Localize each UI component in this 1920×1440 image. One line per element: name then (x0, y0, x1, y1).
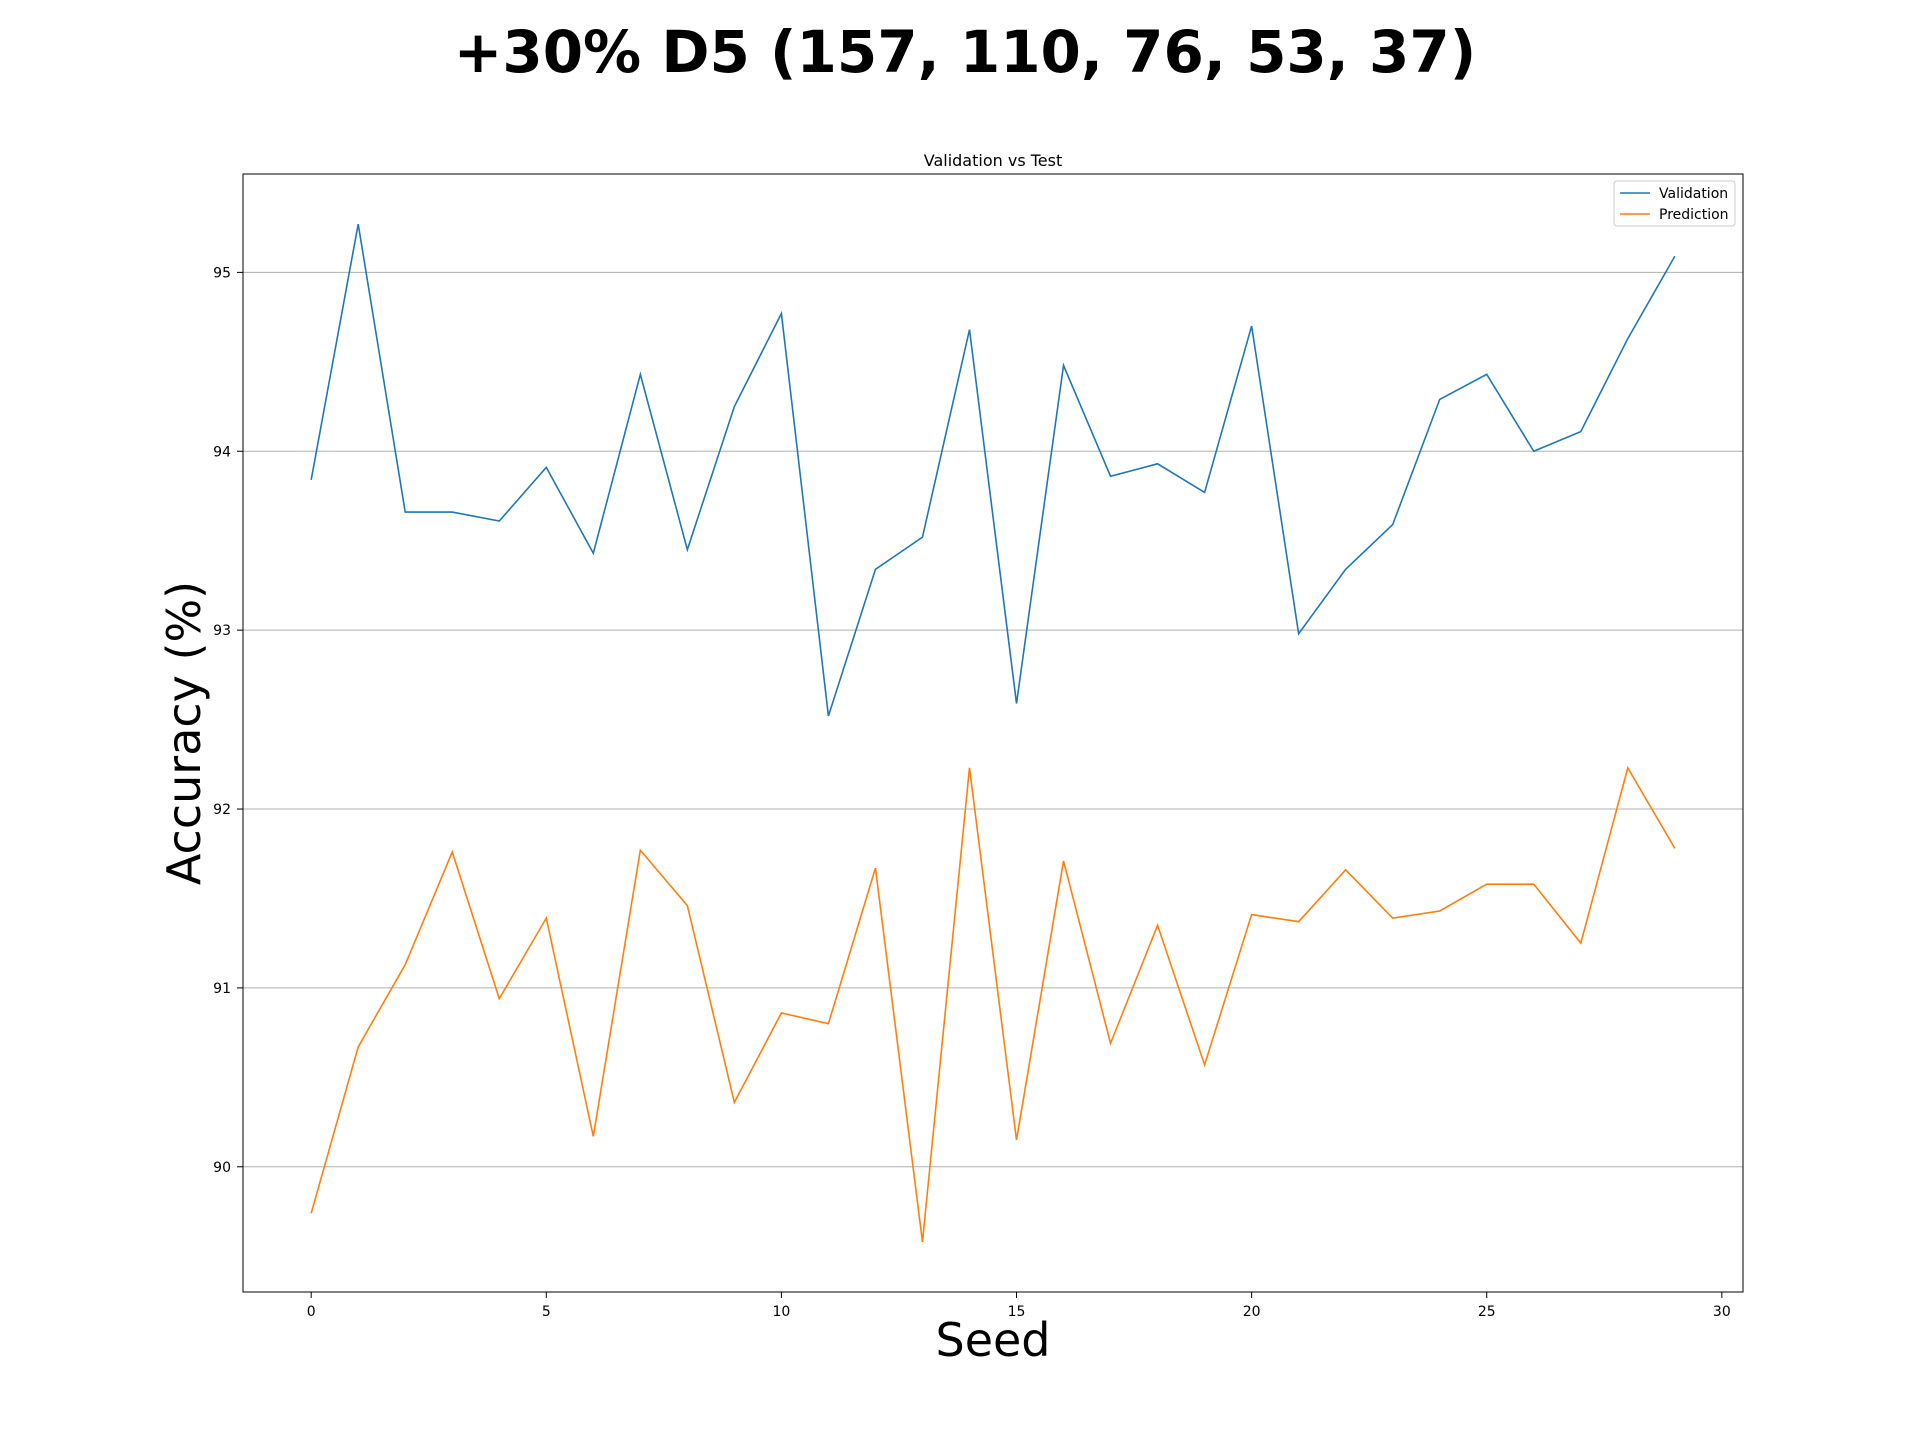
x-tick-label: 25 (1478, 1304, 1496, 1320)
figure-suptitle: +30% D5 (157, 110, 76, 53, 37) (454, 18, 1477, 86)
y-tick-label: 90 (213, 1160, 231, 1176)
axes-title: Validation vs Test (924, 151, 1063, 170)
series-layer (310, 223, 1676, 1243)
y-tick-label: 94 (213, 444, 231, 460)
x-tick-label: 15 (1008, 1304, 1026, 1320)
series-line-prediction (310, 765, 1676, 1243)
legend-label-prediction: Prediction (1659, 207, 1729, 223)
y-tick-label: 93 (213, 623, 231, 639)
axes-frame (242, 173, 1744, 1293)
x-axis-label: Seed (936, 1313, 1051, 1367)
grid-layer (243, 271, 1743, 1168)
legend: Validation Prediction (1613, 180, 1736, 227)
y-axis-label: Accuracy (%) (157, 581, 211, 885)
x-tick-label: 20 (1243, 1304, 1261, 1320)
y-tick-label: 95 (213, 265, 231, 281)
y-tick-label: 92 (213, 802, 231, 818)
x-tick-label: 0 (307, 1304, 316, 1320)
series-line-validation (310, 223, 1676, 717)
x-tick-label: 30 (1713, 1304, 1731, 1320)
x-tick-label: 10 (772, 1304, 790, 1320)
tick-layer: 90 91 92 93 94 95 0 5 10 15 20 25 30 (213, 265, 1731, 1320)
legend-label-validation: Validation (1659, 186, 1728, 202)
x-tick-label: 5 (542, 1304, 551, 1320)
y-tick-label: 91 (213, 981, 231, 997)
